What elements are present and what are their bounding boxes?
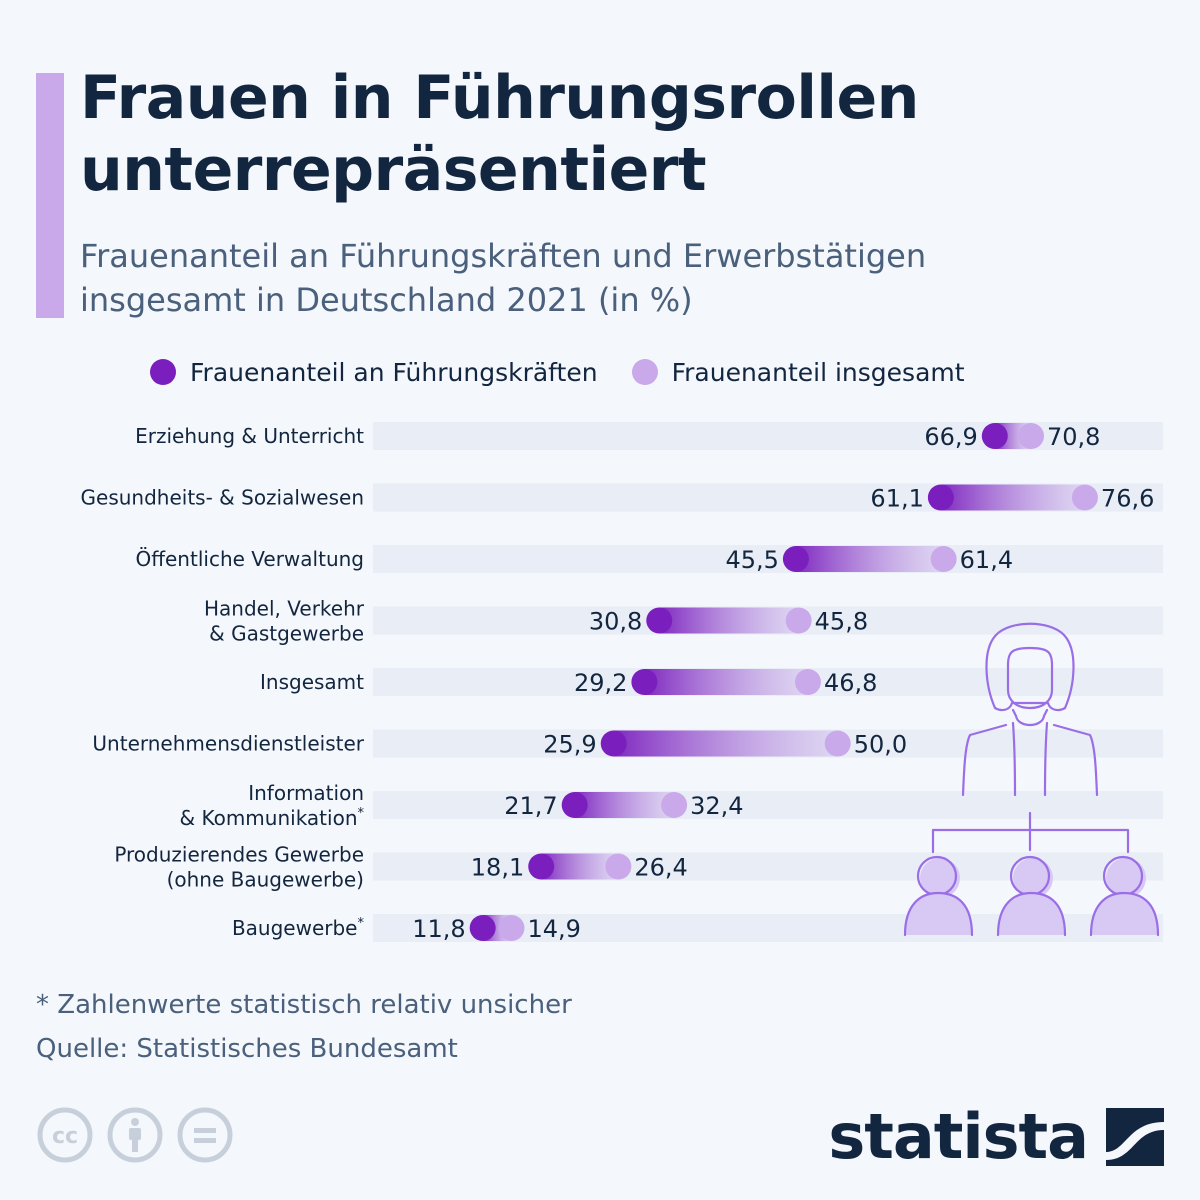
title-accent-bar [36, 73, 64, 318]
point-leaders [528, 853, 555, 880]
category-label: Erziehung & Unterricht [135, 424, 364, 448]
svg-text:cc: cc [52, 1124, 78, 1149]
category-label: Insgesamt [260, 670, 364, 694]
point-leaders [631, 669, 658, 695]
team-member-icon [1089, 855, 1160, 937]
category-label: Produzierendes Gewerbe (ohne Baugewerbe) [114, 843, 364, 892]
page-title: Frauen in Führungsrollen unterrepräsenti… [80, 62, 1180, 206]
chart-row: Produzierendes Gewerbe (ohne Baugewerbe) 1… [114, 843, 687, 892]
title-line-1: Frauen in Führungsrollen [80, 63, 919, 133]
chart-row: Öffentliche Verwaltung 45,5 61,4 [135, 546, 1013, 574]
footnote: * Zahlenwerte statistisch relativ unsich… [36, 990, 572, 1020]
legend-dot-leaders [150, 359, 176, 385]
range-bar [574, 792, 675, 818]
row-track [373, 791, 1163, 819]
value-label-leaders: 61,1 [870, 485, 923, 513]
license-icons: cc [36, 1106, 234, 1164]
point-total [498, 915, 525, 941]
point-total [605, 853, 632, 880]
org-chart-connector [931, 811, 1130, 854]
value-label-leaders: 29,2 [574, 669, 627, 697]
point-leaders [600, 730, 627, 757]
value-label-total: 26,4 [634, 854, 687, 882]
category-label: Öffentliche Verwaltung [135, 547, 364, 571]
page-subtitle: Frauenanteil an Führungskräften und Erwe… [80, 234, 1180, 322]
value-label-total: 70,8 [1047, 423, 1100, 451]
range-bar [613, 730, 838, 757]
category-label: Baugewerbe* [232, 916, 365, 940]
dumbbell-chart: Erziehung & Unterricht 66,9 70,8 Gesundheit… [81, 422, 1163, 943]
brand-wordmark: statista [828, 1100, 1089, 1173]
point-leaders [646, 607, 673, 634]
value-label-total: 32,4 [690, 792, 743, 820]
chart-row: Baugewerbe* 11,8 14,9 [232, 915, 581, 943]
point-leaders [469, 915, 496, 941]
cc-icon[interactable]: cc [36, 1106, 94, 1164]
value-label-leaders: 25,9 [543, 731, 596, 759]
value-label-leaders: 21,7 [504, 792, 557, 820]
value-label-leaders: 45,5 [725, 546, 778, 574]
category-label: Gesundheits- & Sozialwesen [81, 486, 364, 510]
legend-label-leaders: Frauenanteil an Führungskräften [190, 357, 598, 387]
woman-leader-illustration [903, 622, 1160, 937]
team-member-icon [996, 855, 1067, 937]
chart-rows: Erziehung & Unterricht 66,9 70,8 Gesundheit… [81, 423, 1154, 943]
row-track [373, 422, 1163, 450]
legend: Frauenanteil an Führungskräften Frauenan… [150, 352, 999, 392]
source-note: Quelle: Statistisches Bundesamt [36, 1034, 458, 1064]
range-bar [940, 484, 1085, 511]
legend-dot-total [631, 359, 658, 385]
value-label-total: 76,6 [1101, 485, 1154, 513]
category-label: Unternehmensdienstleister [92, 732, 364, 756]
statista-logo-icon [1106, 1107, 1164, 1166]
chart-row: Handel, Verkehr & Gastgewerbe 30,8 45,8 [204, 597, 868, 646]
row-track [373, 545, 1163, 573]
point-total [1018, 423, 1045, 449]
value-label-total: 45,8 [815, 608, 868, 636]
title-line-2: unterrepräsentiert [80, 135, 707, 205]
range-bar [659, 607, 799, 634]
point-total [661, 792, 688, 818]
point-total [824, 730, 851, 757]
no-derivatives-icon[interactable] [176, 1106, 234, 1164]
value-label-leaders: 11,8 [412, 915, 465, 943]
category-label: Information & Kommunikation* [180, 781, 365, 830]
woman-icon [961, 622, 1099, 797]
value-label-leaders: 18,1 [471, 854, 524, 882]
value-label-total: 46,8 [824, 669, 877, 697]
team-member-icon [903, 855, 974, 937]
value-label-leaders: 30,8 [589, 608, 642, 636]
point-leaders [981, 423, 1008, 449]
range-bar [795, 546, 944, 572]
value-label-leaders: 66,9 [924, 423, 977, 451]
point-leaders [782, 546, 809, 572]
legend-item-leaders: Frauenanteil an Führungskräften [150, 358, 598, 387]
value-label-total: 50,0 [854, 731, 907, 759]
category-label: Handel, Verkehr & Gastgewerbe [204, 597, 365, 646]
attribution-icon[interactable] [106, 1106, 164, 1164]
point-leaders [561, 792, 588, 818]
subtitle-line-1: Frauenanteil an Führungskräften und Erwe… [80, 237, 927, 275]
legend-item-total: Frauenanteil insgesamt [631, 357, 965, 387]
chart-row: Gesundheits- & Sozialwesen 61,1 76,6 [81, 484, 1154, 513]
point-total [1071, 484, 1098, 511]
statista-brand[interactable]: statista [828, 1100, 1164, 1173]
point-total [785, 607, 812, 634]
chart-row: Unternehmensdienstleister 25,9 50,0 [92, 730, 907, 759]
value-label-total: 14,9 [527, 915, 580, 943]
value-label-total: 61,4 [960, 546, 1013, 574]
subtitle-line-2: insgesamt in Deutschland 2021 (in %) [80, 281, 693, 319]
point-total [794, 669, 821, 695]
range-bar [644, 669, 808, 695]
chart-row: Erziehung & Unterricht 66,9 70,8 [135, 423, 1100, 451]
point-total [930, 546, 957, 572]
chart-row: Insgesamt 29,2 46,8 [260, 669, 877, 697]
legend-label-total: Frauenanteil insgesamt [671, 357, 965, 387]
chart-row: Information & Kommunikation* 21,7 32,4 [180, 781, 744, 830]
point-leaders [927, 484, 954, 511]
